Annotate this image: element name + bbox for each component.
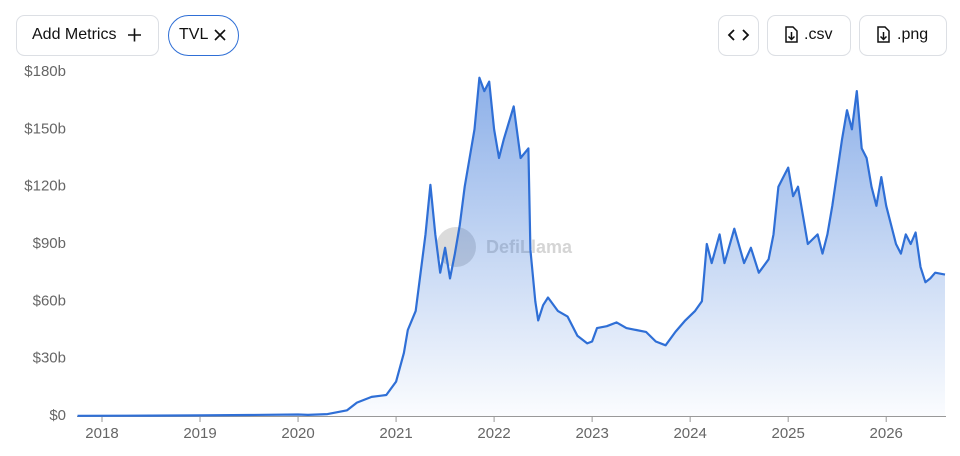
x-tick-label: 2021 <box>379 425 412 442</box>
remove-icon[interactable] <box>214 29 226 41</box>
embed-icon <box>727 29 750 41</box>
add-metrics-button[interactable] <box>16 15 159 56</box>
area-fill <box>77 77 945 416</box>
x-tick-label: 2018 <box>85 425 118 442</box>
x-tick-label: 2026 <box>870 425 903 442</box>
png-icon <box>877 26 890 43</box>
y-tick-label: $0 <box>49 407 66 424</box>
csv-button[interactable] <box>767 15 851 56</box>
png-button[interactable] <box>859 15 947 56</box>
plus-icon <box>128 28 141 42</box>
toolbar: Add Metrics TVL .csv .png <box>16 15 947 56</box>
y-tick-label: $180b <box>24 63 66 80</box>
y-tick-label: $90b <box>33 235 66 252</box>
png-label: .png <box>897 26 928 43</box>
y-tick-label: $150b <box>24 120 66 137</box>
x-tick-label: 2024 <box>673 425 706 442</box>
x-tick-label: 2025 <box>771 425 804 442</box>
x-tick-label: 2020 <box>281 425 314 442</box>
x-tick-label: 2023 <box>575 425 608 442</box>
x-tick-label: 2019 <box>183 425 216 442</box>
metric-chip[interactable] <box>168 15 239 56</box>
y-tick-label: $120b <box>24 178 66 195</box>
embed-button[interactable] <box>718 15 759 56</box>
area-line <box>77 76 946 417</box>
y-tick-label: $60b <box>33 292 66 309</box>
y-tick-label: $30b <box>33 350 66 367</box>
x-tick-label: 2022 <box>477 425 510 442</box>
csv-icon <box>785 26 798 43</box>
csv-label: .csv <box>804 26 832 43</box>
add-metrics-label: Add Metrics <box>32 26 116 43</box>
metric-chip-label: TVL <box>179 26 208 43</box>
